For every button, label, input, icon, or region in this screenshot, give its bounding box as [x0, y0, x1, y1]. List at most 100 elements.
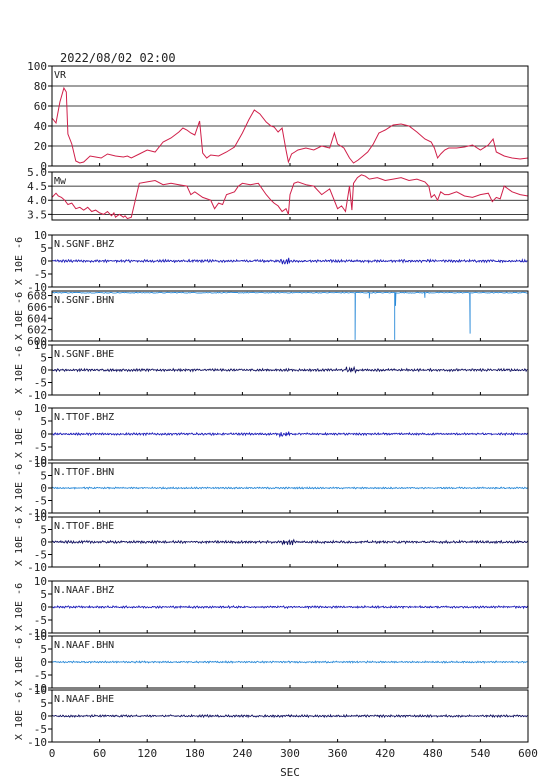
y-tick-label: -10 — [27, 454, 47, 467]
y-tick-label: 10 — [34, 402, 47, 415]
x-tick-label: 300 — [280, 747, 300, 760]
x-tick-label: 420 — [375, 747, 395, 760]
y-tick-label: 0 — [40, 536, 47, 549]
panel-label: N.SGNF.BHZ — [54, 239, 114, 250]
chart-title: 2022/08/02 02:00 — [60, 51, 176, 65]
series-line — [51, 486, 528, 490]
series-line — [51, 713, 528, 719]
y-tick-label: 10 — [34, 229, 47, 242]
y-tick-label: 10 — [34, 457, 47, 470]
series-line — [51, 174, 529, 220]
y-axis-label: X 10E -6 — [14, 583, 25, 631]
panel-label: N.TTOF.BHE — [54, 521, 114, 532]
y-axis-label: X 10E -6 — [14, 692, 25, 740]
y-axis-label: X 10E -6 — [14, 292, 25, 340]
panel-label: Mw — [54, 176, 67, 187]
y-tick-label: 5 — [40, 524, 47, 537]
y-tick-label: 604 — [27, 312, 47, 325]
y-tick-label: 5.0 — [27, 166, 47, 179]
y-tick-label: -10 — [27, 389, 47, 402]
y-tick-label: 3.5 — [27, 208, 47, 221]
x-tick-label: 120 — [137, 747, 157, 760]
y-tick-label: 5 — [40, 352, 47, 365]
y-tick-label: 5 — [40, 242, 47, 255]
y-tick-label: 0 — [40, 601, 47, 614]
y-axis-label: X 10E -6 — [14, 237, 25, 285]
y-tick-label: 600 — [27, 335, 47, 348]
y-tick-label: 5 — [40, 415, 47, 428]
y-tick-label: 40 — [34, 120, 47, 133]
x-axis-label: SEC — [280, 766, 300, 779]
panel-frame — [51, 290, 529, 342]
y-tick-label: 80 — [34, 80, 47, 93]
series-line — [51, 291, 528, 340]
panel-label: VR — [54, 70, 67, 81]
panel-label: N.SGNF.BHE — [54, 349, 114, 360]
panel-frame — [51, 65, 529, 167]
y-tick-label: 606 — [27, 301, 47, 314]
series-line — [51, 660, 528, 664]
x-tick-label: 480 — [423, 747, 443, 760]
x-tick-label: 60 — [93, 747, 106, 760]
y-tick-label: -5 — [34, 441, 47, 454]
x-tick-label: 540 — [470, 747, 490, 760]
y-axis-label: X 10E -6 — [14, 464, 25, 512]
y-tick-label: 0 — [40, 255, 47, 268]
panel-label: N.NAAF.BHZ — [54, 585, 114, 596]
panel-label: N.SGNF.BHN — [54, 295, 114, 306]
series-line — [51, 431, 528, 438]
y-tick-label: 608 — [27, 290, 47, 303]
y-tick-label: 5 — [40, 697, 47, 710]
y-tick-label: 0 — [40, 160, 47, 173]
y-tick-label: -10 — [27, 682, 47, 695]
y-tick-label: -5 — [34, 614, 47, 627]
series-line — [51, 538, 528, 546]
x-tick-label: 360 — [328, 747, 348, 760]
y-tick-label: 0 — [40, 482, 47, 495]
y-tick-label: 5 — [40, 643, 47, 656]
y-tick-label: -5 — [34, 268, 47, 281]
y-tick-label: -10 — [27, 507, 47, 520]
y-tick-label: -5 — [34, 377, 47, 390]
y-tick-label: 602 — [27, 324, 47, 337]
y-tick-label: -10 — [27, 736, 47, 749]
panel-label: N.NAAF.BHE — [54, 694, 114, 705]
y-tick-label: -5 — [34, 669, 47, 682]
y-tick-label: 10 — [34, 630, 47, 643]
y-tick-label: 0 — [40, 656, 47, 669]
y-tick-label: -5 — [34, 549, 47, 562]
x-tick-label: 600 — [518, 747, 538, 760]
y-tick-label: -10 — [27, 281, 47, 294]
y-tick-label: 0 — [40, 364, 47, 377]
y-tick-label: 5 — [40, 588, 47, 601]
panel-label: N.NAAF.BHN — [54, 640, 114, 651]
y-tick-label: -10 — [27, 561, 47, 574]
panel-label: N.TTOF.BHZ — [54, 412, 114, 423]
y-tick-label: 5 — [40, 470, 47, 483]
y-tick-label: -5 — [34, 723, 47, 736]
x-tick-label: 240 — [232, 747, 252, 760]
y-tick-label: 10 — [34, 339, 47, 352]
y-tick-label: -5 — [34, 495, 47, 508]
y-tick-label: 4.0 — [27, 194, 47, 207]
y-axis-label: X 10E -6 — [14, 638, 25, 686]
y-tick-label: 0 — [40, 428, 47, 441]
x-tick-label: 0 — [49, 747, 56, 760]
y-tick-label: 10 — [34, 684, 47, 697]
panel-label: N.TTOF.BHN — [54, 467, 114, 478]
series-line — [51, 365, 528, 374]
y-tick-label: -10 — [27, 627, 47, 640]
x-tick-label: 180 — [185, 747, 205, 760]
y-tick-label: 60 — [34, 100, 47, 113]
y-tick-label: 100 — [27, 60, 47, 73]
y-tick-label: 10 — [34, 511, 47, 524]
series-line — [51, 86, 529, 164]
y-tick-label: 0 — [40, 710, 47, 723]
y-axis-label: X 10E -6 — [14, 346, 25, 394]
y-axis-label: X 10E -6 — [14, 410, 25, 458]
y-tick-label: 4.5 — [27, 180, 47, 193]
y-tick-label: 10 — [34, 575, 47, 588]
y-tick-label: 20 — [34, 140, 47, 153]
series-line — [51, 604, 528, 610]
